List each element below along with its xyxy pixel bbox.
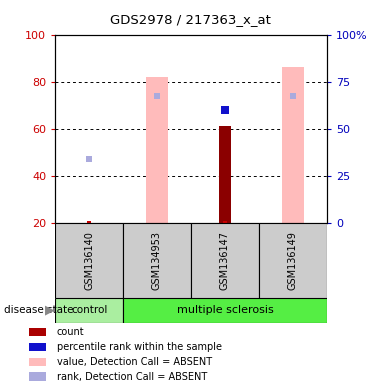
Bar: [30, 372, 46, 381]
Bar: [259, 223, 327, 298]
Text: count: count: [57, 327, 84, 337]
Text: control: control: [71, 305, 107, 315]
Bar: [123, 223, 191, 298]
Text: GSM134953: GSM134953: [152, 231, 162, 290]
Text: GSM136147: GSM136147: [220, 231, 230, 290]
Text: percentile rank within the sample: percentile rank within the sample: [57, 342, 222, 352]
Text: disease state: disease state: [4, 305, 73, 315]
Text: multiple sclerosis: multiple sclerosis: [177, 305, 273, 315]
Bar: [282, 68, 304, 223]
Text: GSM136140: GSM136140: [84, 231, 94, 290]
Bar: [30, 328, 46, 336]
Bar: [146, 77, 168, 223]
Text: ▶: ▶: [45, 304, 54, 316]
Bar: [55, 298, 123, 323]
Text: rank, Detection Call = ABSENT: rank, Detection Call = ABSENT: [57, 372, 207, 382]
Bar: [30, 358, 46, 366]
Bar: [191, 223, 259, 298]
Bar: [55, 223, 123, 298]
Bar: [123, 298, 327, 323]
Text: GDS2978 / 217363_x_at: GDS2978 / 217363_x_at: [109, 13, 271, 26]
Bar: [30, 343, 46, 351]
Bar: [219, 126, 231, 223]
Text: value, Detection Call = ABSENT: value, Detection Call = ABSENT: [57, 357, 212, 367]
Text: GSM136149: GSM136149: [288, 231, 298, 290]
